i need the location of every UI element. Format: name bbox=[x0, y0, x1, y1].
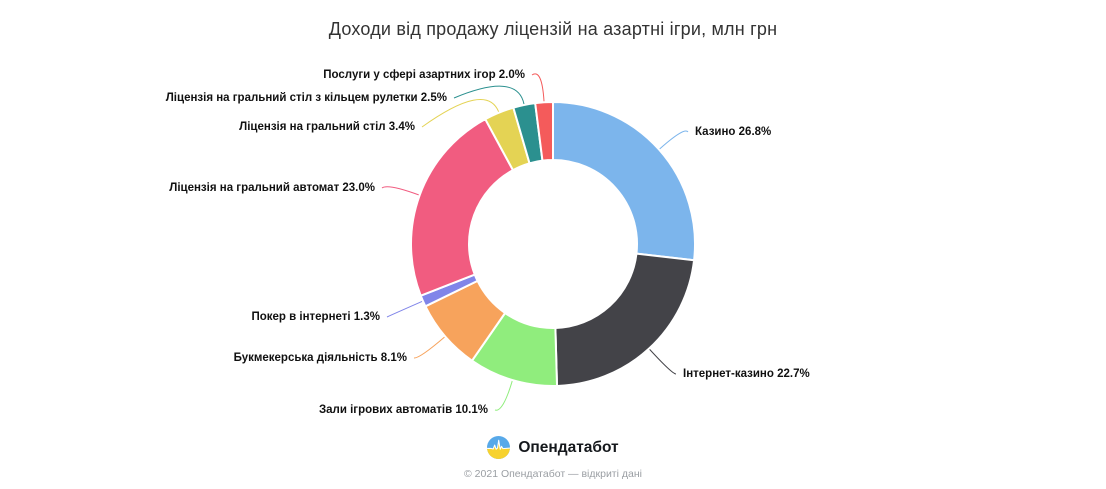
donut-slice-8[interactable] bbox=[534, 100, 554, 162]
leader-line-8 bbox=[531, 73, 545, 102]
slice-label-bukmekerska: Букмекерська діяльність 8.1% bbox=[233, 352, 407, 364]
slice-label-kazino: Казино 26.8% bbox=[695, 126, 772, 138]
copyright-text: © 2021 Опендатабот — відкриті дані bbox=[464, 468, 642, 480]
donut-slice-1[interactable] bbox=[554, 252, 696, 387]
slice-label-stil-ruletka: Ліцензія на гральний стіл з кільцем руле… bbox=[165, 92, 447, 104]
leader-line-6 bbox=[421, 99, 500, 128]
opendatabot-logo-icon bbox=[487, 436, 511, 459]
leader-line-4 bbox=[386, 301, 423, 318]
donut-slice-0[interactable] bbox=[552, 101, 696, 262]
leader-line-3 bbox=[413, 336, 445, 359]
leader-line-7 bbox=[453, 85, 525, 105]
slice-label-poker: Покер в інтернеті 1.3% bbox=[251, 311, 380, 323]
brand-row: Опендатабот bbox=[0, 436, 1106, 459]
slice-label-internet-kazino: Інтернет-казино 22.7% bbox=[683, 368, 810, 380]
brand-name: Опендатабот bbox=[518, 438, 619, 456]
leader-line-5 bbox=[381, 186, 419, 196]
slice-label-poslugy: Послуги у сфері азартних ігор 2.0% bbox=[323, 69, 525, 81]
donut-slice-5[interactable] bbox=[410, 118, 514, 297]
leader-line-1 bbox=[649, 349, 677, 375]
slice-label-gralnyi-avtomat: Ліцензія на гральний автомат 23.0% bbox=[169, 182, 375, 194]
slice-label-gralnyi-stil: Ліцензія на гральний стіл 3.4% bbox=[239, 121, 415, 133]
chart-title: Доходи від продажу ліцензій на азартні і… bbox=[328, 19, 778, 39]
leader-line-0 bbox=[659, 130, 689, 150]
slice-label-zaly-avtomativ: Зали ігрових автоматів 10.1% bbox=[318, 404, 488, 416]
leader-line-2 bbox=[494, 380, 513, 411]
